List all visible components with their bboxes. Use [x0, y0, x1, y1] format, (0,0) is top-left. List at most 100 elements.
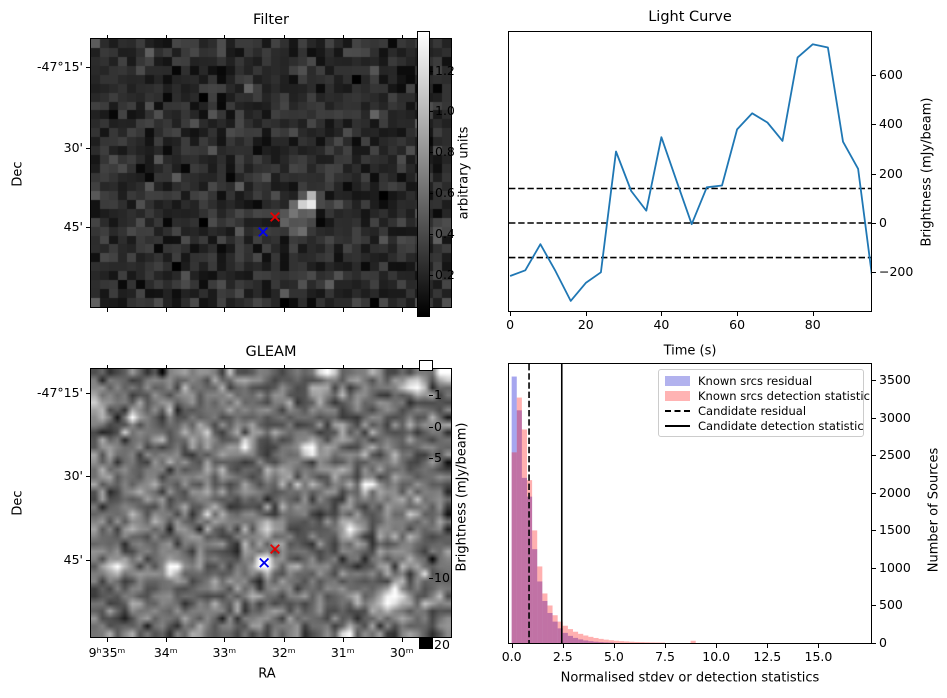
histogram-bar-detection — [639, 642, 645, 643]
gleam-colorbar-tick-mark — [429, 578, 433, 579]
gleam-colorbar-bottom-cap — [419, 637, 433, 649]
histogram-xtick-mark — [716, 644, 718, 648]
histogram-bar-detection — [542, 593, 548, 643]
histogram-bar-residual — [562, 632, 568, 643]
histogram-bar-residual — [598, 642, 604, 643]
gleam-xlabel: RA — [258, 666, 276, 682]
histogram-bar-residual — [521, 477, 527, 643]
light-curve-ytick-label: 200 — [879, 165, 903, 181]
light-curve-line — [509, 43, 871, 302]
histogram-xlabel: Normalised stdev or detection statistics — [560, 670, 820, 686]
histogram-bar-detection — [649, 642, 655, 643]
legend-item-candidate-residual: Candidate residual — [659, 403, 863, 418]
light-curve-title: Light Curve — [648, 9, 732, 25]
histogram-bar-residual — [593, 641, 599, 643]
filter-xtick-top — [165, 34, 167, 39]
filter-colorbar — [417, 31, 430, 317]
gleam-colorbar-tick-label: 1 — [434, 386, 442, 402]
light-curve-plot — [509, 43, 871, 302]
filter-colorbar-tick-label: 0.4 — [435, 225, 455, 241]
gleam-xtick-bottom — [106, 638, 108, 642]
histogram-bar-detection — [562, 625, 568, 643]
light-curve-xtick-mark — [585, 312, 587, 316]
gleam-xtick-label: 32ᵐ — [271, 645, 296, 660]
gleam-colorbar-tick-mark — [429, 427, 433, 428]
histogram-bar-detection — [654, 642, 660, 643]
legend-solid-line-swatch — [665, 424, 690, 427]
histogram-bar-detection — [629, 641, 635, 643]
filter-xtick-bottom — [342, 308, 344, 312]
filter-ytick-label: -47°15' — [36, 58, 83, 74]
filter-xtick-bottom — [165, 308, 167, 312]
histogram-bar-residual — [527, 496, 533, 643]
filter-xtick-bottom — [283, 308, 285, 312]
filter-colorbar-tick-mark — [429, 111, 433, 112]
histogram-bar-detection — [578, 633, 584, 643]
histogram-bar-residual — [588, 641, 594, 643]
gleam-ytick-mark — [86, 560, 90, 562]
light-curve-xlabel: Time (s) — [663, 343, 717, 359]
histogram-ytick-label: 2000 — [879, 484, 911, 500]
gleam-colorbar-label: Brightness (mJy/beam) — [454, 422, 470, 572]
legend-item-known-srcs-detection: Known srcs detection statistic — [659, 388, 870, 403]
histogram-ytick-mark — [872, 605, 876, 607]
light-curve-xtick-label: 20 — [577, 317, 594, 332]
histogram-bar-residual — [537, 581, 543, 643]
gleam-xtick-top — [224, 364, 226, 369]
histogram-bar-detection — [547, 605, 553, 643]
histogram-xtick-label: 2.5 — [552, 649, 573, 664]
histogram-xtick-mark — [665, 644, 667, 648]
light-curve-ytick-label: −200 — [879, 264, 914, 280]
histogram-bar-detection — [573, 631, 579, 643]
gleam-xtick-bottom — [283, 638, 285, 642]
histogram-bar-detection — [608, 640, 614, 643]
legend-swatch-pink — [665, 390, 690, 401]
gleam-image — [91, 369, 451, 637]
filter-xtick-top — [342, 34, 344, 39]
gleam-xtick-top — [165, 364, 167, 369]
histogram-bar-residual — [583, 640, 589, 643]
light-curve-ytick-label: 600 — [879, 66, 903, 82]
gleam-ytick-label: 30' — [63, 467, 83, 483]
histogram-xtick-label: 7.5 — [655, 649, 675, 664]
filter-xtick-bottom — [224, 308, 226, 312]
histogram-bar-detection — [516, 397, 522, 643]
gleam-colorbar-tick-label: 0 — [434, 418, 442, 434]
gleam-xtick-top — [106, 364, 108, 369]
histogram-bar-detection — [567, 629, 574, 643]
filter-panel — [90, 38, 452, 308]
filter-colorbar-tick-mark — [429, 193, 433, 194]
filter-colorbar-tick-mark — [429, 275, 433, 276]
filter-colorbar-tick-mark — [429, 152, 433, 153]
histogram-bar-residual — [542, 600, 548, 643]
histogram-bar-residual — [567, 635, 574, 643]
gleam-colorbar-tick-label: 10 — [434, 569, 450, 585]
gleam-ylabel: Dec — [10, 490, 26, 516]
histogram-xtick-label: 15.0 — [804, 649, 833, 664]
light-curve-xtick-label: 40 — [653, 317, 670, 332]
histogram-bar-residual — [552, 621, 558, 643]
light-curve-ytick-label: 0 — [879, 214, 887, 230]
histogram-bar-detection — [593, 637, 599, 643]
histogram-xtick-label: 12.5 — [753, 649, 782, 664]
histogram-ytick-mark — [872, 567, 876, 569]
light-curve-panel — [508, 31, 872, 312]
filter-xtick-top — [401, 34, 403, 39]
histogram-bar-residual — [578, 639, 584, 643]
histogram-ytick-mark — [872, 417, 876, 419]
gleam-xtick-bottom — [342, 638, 344, 642]
legend-dashed-line-swatch — [665, 409, 690, 412]
gleam-colorbar-tick-mark — [429, 645, 433, 646]
histogram-ylabel-right: Number of Sources — [926, 447, 942, 573]
gleam-xtick-label: 9ʰ35ᵐ — [88, 645, 126, 660]
histogram-ytick-mark — [872, 492, 876, 494]
histogram-ytick-label: 1500 — [879, 522, 911, 538]
gleam-xtick-label: 30ᵐ — [389, 645, 414, 660]
gleam-colorbar-tick-mark — [429, 458, 433, 459]
histogram-bar-detection — [613, 640, 620, 643]
histogram-bar-detection — [583, 635, 589, 643]
gleam-colorbar-tick-label: 20 — [434, 636, 450, 652]
histogram-ytick-mark — [872, 530, 876, 532]
histogram-xtick-mark — [511, 644, 513, 648]
histogram-bar-detection — [634, 641, 640, 643]
